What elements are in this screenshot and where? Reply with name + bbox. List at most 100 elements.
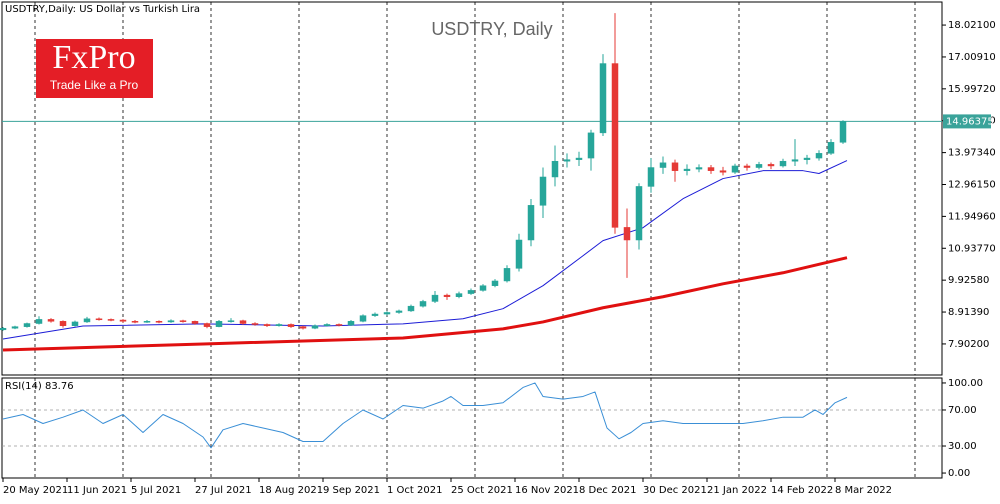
candle-body (575, 157, 583, 160)
candle-body (131, 321, 139, 323)
y-tick-label: 8.91390 (948, 307, 989, 318)
x-tick-label: 11 Jun 2021 (67, 485, 127, 496)
candle-body (551, 160, 559, 178)
y-tick-label: 11.94960 (948, 211, 996, 222)
y-tick-label: 12.96150 (948, 179, 996, 190)
candle-body (563, 159, 571, 162)
candle-body (839, 121, 847, 143)
candle-body (191, 321, 199, 324)
y-tick-label: 15.99720 (948, 84, 996, 95)
candle-body (0, 327, 7, 331)
candle-body (479, 285, 487, 291)
candle-body (347, 321, 355, 326)
candle-body (239, 320, 247, 324)
candle-body (791, 159, 799, 162)
rsi-y-tick-label: 70.00 (948, 405, 977, 416)
rsi-y-tick-label: 30.00 (948, 441, 977, 452)
candle-body (23, 323, 31, 327)
x-tick-label: 14 Feb 2022 (771, 485, 833, 496)
candle-body (815, 153, 823, 159)
candle-body (395, 310, 403, 313)
candle-body (35, 319, 43, 324)
candle-body (779, 160, 787, 167)
candle-body (299, 326, 307, 329)
candle-body (179, 320, 187, 322)
rsi-line (2, 382, 848, 449)
candle-body (59, 321, 67, 326)
candle-body (467, 290, 475, 294)
candle-body (671, 162, 679, 171)
candle-body (263, 324, 271, 326)
candle-body (599, 63, 607, 134)
candle-body (827, 142, 835, 154)
candle-body (695, 167, 703, 170)
candle-body (623, 227, 631, 241)
candle-body (335, 324, 343, 326)
candle-body (359, 315, 367, 322)
candle-body (119, 319, 127, 322)
candle-body (407, 305, 415, 312)
candle-body (323, 324, 331, 326)
logo-name: FxPro (52, 39, 135, 76)
candle-body (491, 280, 499, 286)
candle-body (455, 293, 463, 297)
candle-body (107, 319, 115, 321)
x-tick-label: 8 Mar 2022 (835, 485, 892, 496)
candle-body (803, 157, 811, 160)
rsi-label: RSI(14) 83.76 (5, 381, 74, 392)
candle-body (587, 132, 595, 159)
logo-box (36, 39, 153, 98)
candle-body (215, 321, 223, 327)
candle-body (683, 168, 691, 171)
x-tick-label: 20 May 2021 (3, 485, 68, 496)
y-tick-label: 13.97340 (948, 148, 996, 159)
candle-body (755, 164, 763, 168)
y-tick-label: 7.90200 (948, 339, 989, 350)
x-tick-label: 16 Nov 2021 (515, 485, 579, 496)
y-tick-label: 18.02100 (948, 20, 996, 31)
price-panel-frame (1, 1, 943, 376)
x-tick-label: 30 Dec 2021 (643, 485, 707, 496)
candle-body (419, 301, 427, 307)
candle-body (635, 186, 643, 241)
candle-body (659, 162, 667, 168)
candle-body (527, 205, 535, 241)
candle-body (539, 176, 547, 206)
rsi-y-tick-label: 0.00 (948, 468, 970, 479)
x-tick-label: 21 Jan 2022 (707, 485, 767, 496)
candle-body (647, 167, 655, 187)
x-tick-label: 9 Sep 2021 (323, 485, 380, 496)
current-price-box (943, 114, 991, 129)
x-tick-label: 8 Dec 2021 (579, 485, 637, 496)
rsi-y-tick-label: 100.00 (948, 378, 983, 389)
chart-title: USDTRY,Daily: US Dollar vs Turkish Lira (5, 4, 200, 15)
candle-body (71, 321, 79, 326)
y-tick-label: 17.00910 (948, 52, 996, 63)
x-tick-label: 18 Aug 2021 (259, 485, 323, 496)
candle-body (143, 321, 151, 323)
candle-body (767, 164, 775, 167)
candle-body (167, 320, 175, 323)
y-tick-label: 10.93770 (948, 243, 996, 254)
candle-body (431, 294, 439, 302)
candle-body (83, 318, 91, 323)
candle-body (95, 318, 103, 321)
candle-body (155, 321, 163, 323)
candle-body (443, 294, 451, 297)
candle-body (203, 323, 211, 327)
candle-body (311, 325, 319, 329)
candle-body (227, 320, 235, 322)
moving-average (2, 256, 848, 352)
rsi-panel-frame (1, 377, 943, 479)
candle-body (287, 324, 295, 327)
logo-tagline: Trade Like a Pro (50, 78, 139, 92)
candle-body (731, 165, 739, 173)
x-tick-label: 27 Jul 2021 (195, 485, 252, 496)
watermark: USDTRY, Daily (431, 19, 552, 39)
candle-body (383, 312, 391, 315)
candle-body (707, 167, 715, 171)
current-price-label: 14.96375 (946, 116, 994, 127)
candle-body (503, 268, 511, 282)
candle-body (275, 324, 283, 326)
